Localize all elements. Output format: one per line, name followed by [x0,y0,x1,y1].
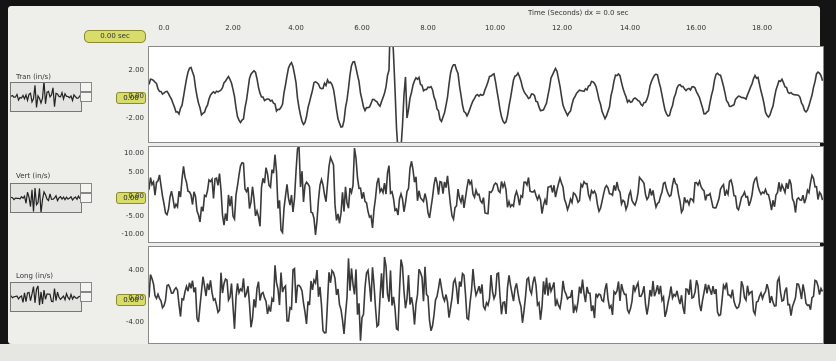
scale-down-button-long[interactable] [80,292,92,302]
thumbnail-waveform-vert [11,187,81,212]
y-tick-long: 0.00 [128,294,144,302]
time-tick: 12.00 [551,24,573,32]
channel-value-badge-vert: 0.00 [116,192,146,204]
y-tick-vert: -5.00 [125,212,144,220]
scale-up-button-long[interactable] [80,282,92,292]
time-tick: 18.00 [751,24,773,32]
time-tick: 4.00 [288,24,304,32]
channel-label-vert: Vert (in/s) [16,172,51,180]
time-cursor-badge[interactable]: 0.00 sec [84,30,146,43]
channel-value-badge-long: 0.00 [116,294,146,306]
y-tick-vert: 0.00 [128,192,144,200]
scale-down-button-tran[interactable] [80,92,92,102]
scale-up-button-vert[interactable] [80,183,92,193]
waveform-trace-vert [149,147,823,236]
time-tick: 0.0 [158,24,170,32]
channel-value-badge-tran: 0.00 [116,92,146,104]
scale-down-button-vert[interactable] [80,193,92,203]
waveform-trace-long [149,256,823,341]
thumbnail-waveform-tran [11,83,81,108]
waveform-plot-tran[interactable] [148,46,824,143]
y-tick-long: 4.00 [128,266,144,274]
time-tick: 8.00 [420,24,436,32]
channel-label-tran: Tran (in/s) [16,73,51,81]
y-tick-tran: -2.00 [125,114,144,122]
thumbnail-waveform-long [11,285,81,306]
bottom-strip [0,344,836,361]
channel-label-long: Long (in/s) [16,272,54,280]
y-tick-tran: 0.00 [128,92,144,100]
waveform-trace-tran [149,47,823,142]
channel-thumbnail-tran[interactable] [10,82,82,112]
time-tick: 2.00 [225,24,241,32]
y-tick-tran: 2.00 [128,66,144,74]
time-tick: 14.00 [619,24,641,32]
time-tick: 10.00 [484,24,506,32]
time-axis-title: Time (Seconds) dx = 0.0 sec [528,9,629,17]
time-tick: 6.00 [354,24,370,32]
y-tick-vert: 5.00 [128,168,144,176]
waveform-plot-long[interactable] [148,246,824,344]
y-tick-vert: -10.00 [121,230,144,238]
time-tick: 16.00 [685,24,707,32]
channel-thumbnail-vert[interactable] [10,183,82,213]
waveform-plot-vert[interactable] [148,146,824,243]
y-tick-long: -4.00 [125,318,144,326]
channel-thumbnail-long[interactable] [10,282,82,312]
scale-up-button-tran[interactable] [80,82,92,92]
y-tick-vert: 10.00 [123,149,144,157]
